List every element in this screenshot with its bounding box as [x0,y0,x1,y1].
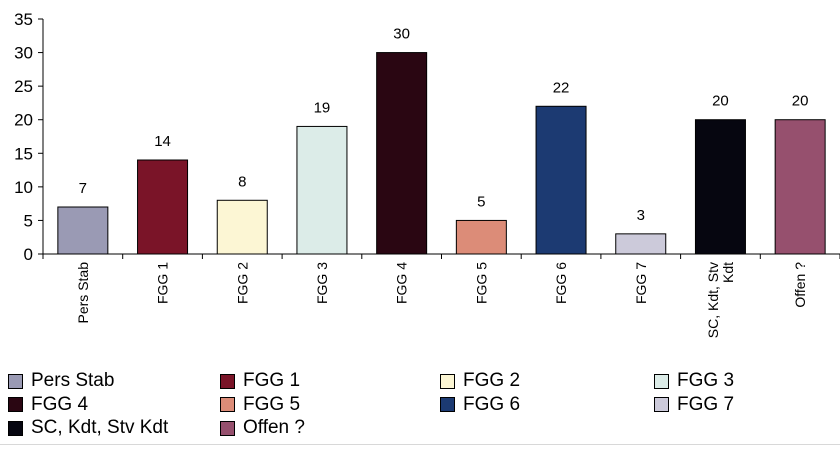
legend-label: FGG 3 [677,370,735,391]
legend-item: SC, Kdt, Stv Kdt [8,417,168,439]
bar [774,119,826,255]
value-labels: 7 14 8 19 30 5 22 3 20 20 [79,26,809,224]
legend-swatch [8,420,23,436]
x-tick-label-line: Pers Stab [75,262,91,324]
legend-label: FGG 6 [463,393,521,415]
legend-item: FGG 4 [8,394,88,416]
x-tick-label-line: Kdt [720,262,736,283]
legend-label: SC, Kdt, Stv Kdt [31,417,169,438]
legend-swatch [8,373,23,389]
legend-label: FGG 7 [677,393,735,415]
data-label: 14 [154,133,171,150]
legend-swatch [220,373,235,389]
bars [57,52,826,255]
data-label: 3 [637,207,645,224]
y-tick-label: 30 [14,44,33,63]
data-label: 22 [553,79,570,96]
legend-label: Pers Stab [31,370,115,391]
legend-item: FGG 2 [440,370,520,392]
x-tick-label: Offen ? [792,262,808,308]
data-label: 20 [792,93,809,110]
x-tick-label-line: Offen ? [792,262,808,308]
legend-swatch [8,397,23,412]
legend-item: Offen ? [220,417,305,439]
legend-item: FGG 1 [220,370,300,392]
divider [0,444,840,445]
y-tick-label: 10 [14,178,33,197]
legend-item: FGG 6 [440,394,520,416]
x-tick-label: FGG 7 [633,262,649,304]
data-label: 30 [393,26,410,43]
x-tick-label: FGG 4 [394,262,410,304]
bar [137,159,189,255]
x-tick-label: Pers Stab [75,262,91,324]
legend-swatch [440,397,455,412]
x-tick-label: FGG 6 [553,262,569,304]
bar [455,219,507,255]
legend-item: Pers Stab [8,370,114,392]
y-tick-label: 15 [14,144,33,163]
y-tick-label: 35 [14,10,33,29]
data-label: 7 [79,180,87,197]
x-tick-label: FGG 1 [155,262,171,304]
bar [296,125,348,255]
x-tick-label-line: FGG 3 [314,262,330,304]
x-tick-label-line: FGG 5 [473,262,489,304]
legend-item: FGG 7 [654,394,734,416]
legend-label: FGG 4 [31,393,89,415]
data-label: 5 [477,193,485,210]
x-tick-label: SC, Kdt, Stv Kdt [705,262,736,338]
x-tick-label-line: FGG 6 [553,262,569,304]
x-tick-label-line: SC, Kdt, Stv [705,262,721,338]
bar [694,119,746,255]
y-tick-label: 25 [14,77,33,96]
legend-item: FGG 3 [654,370,734,392]
bar [376,52,428,255]
bar-chart: 0 5 10 15 20 25 30 35 7 14 8 19 30 5 22 3 20 20 Pers Sta… [14,10,840,338]
data-label: 20 [712,93,729,110]
y-tick-label: 0 [24,245,33,264]
legend-swatch [220,420,235,436]
y-tick-label: 5 [24,211,33,230]
x-axis: Pers Stab FGG 1 FGG 2 FGG 3 FGG 4 FGG 5 FGG 6 F… [42,253,840,338]
bar [216,199,268,255]
x-tick-label-line: FGG 2 [234,262,250,304]
legend-swatch [654,397,669,412]
x-tick-label-line: FGG 4 [394,262,410,304]
y-axis: 0 5 10 15 20 25 30 35 [14,10,44,264]
legend-label: FGG 1 [243,370,301,391]
bar [57,206,109,255]
x-tick-label: FGG 5 [473,262,489,304]
legend-swatch [654,373,669,389]
bar [615,233,667,255]
y-tick-label: 20 [14,111,33,130]
x-tick-label: FGG 3 [314,262,330,304]
data-label: 19 [314,99,331,116]
legend-item: FGG 5 [220,394,300,416]
data-label: 8 [238,173,246,190]
bar [535,105,587,255]
legend-swatch [440,373,455,389]
x-tick-label-line: FGG 1 [155,262,171,304]
legend-label: FGG 2 [463,370,521,391]
x-tick-label-line: FGG 7 [633,262,649,304]
legend-label: FGG 5 [243,393,301,415]
legend-swatch [220,397,235,412]
x-tick-label: FGG 2 [234,262,250,304]
legend-label: Offen ? [243,417,305,438]
